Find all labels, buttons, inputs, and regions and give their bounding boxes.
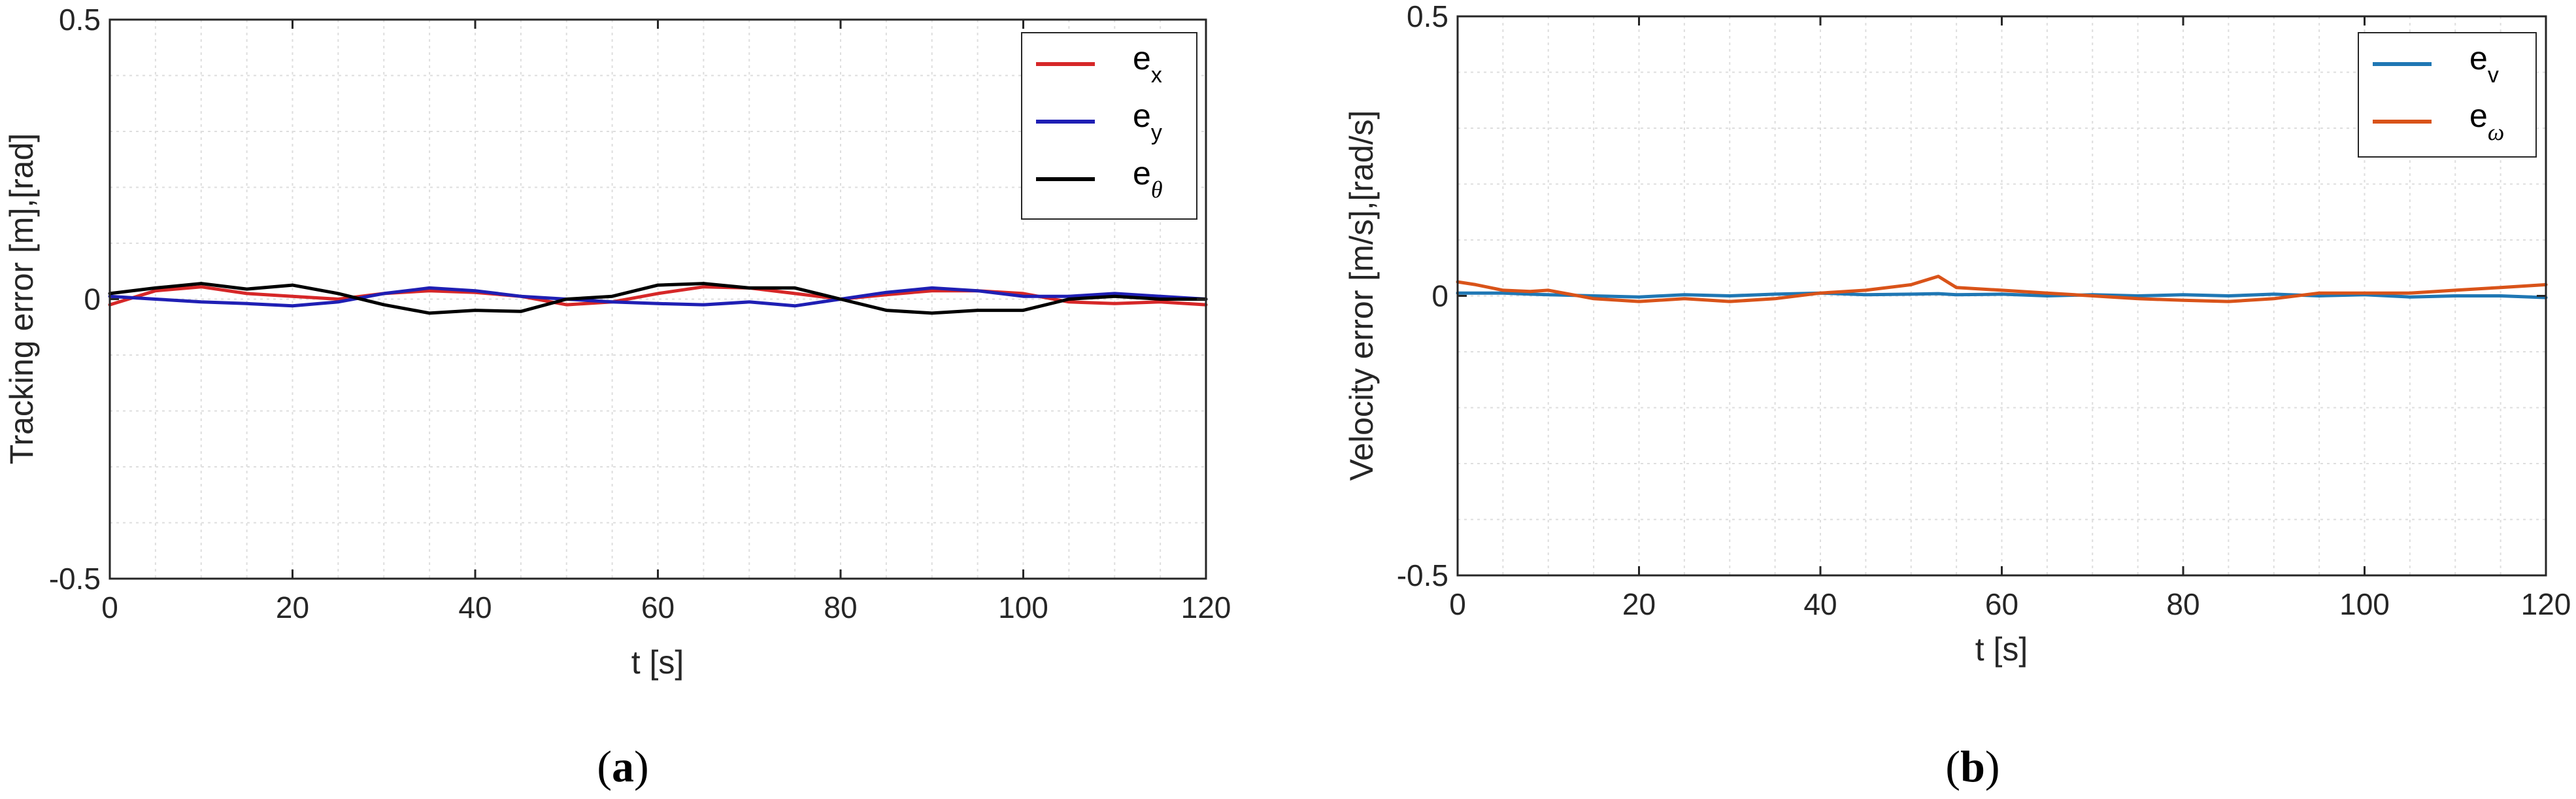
y-axis-label-b: Velocity error [m/s],[rad/s] [1343,110,1380,481]
legend-label-e-v: ev [2469,40,2499,88]
y-tick-label: -0.5 [49,562,101,596]
series-line-e-theta [108,282,1208,315]
series-line-e-y [108,286,1208,308]
y-tick-label: 0 [84,282,101,316]
x-tick-label: 100 [998,590,1048,624]
x-tick-label: 80 [2166,587,2200,621]
caption-open-b: ( [1945,741,1960,791]
x-tick-label: 40 [458,590,492,624]
caption-open-a: ( [597,741,612,791]
y-tick-label: 0.5 [1407,0,1448,33]
grid-a [109,19,1207,579]
x-tick-label: 120 [1181,590,1231,624]
x-tick-label: 40 [1803,587,1837,621]
ticks-b: 0 20 40 60 80 100 120-0.500.5 [1397,0,2571,621]
caption-close-a: ) [634,741,649,791]
y-tick-label: -0.5 [1397,558,1448,592]
x-tick-label: 80 [824,590,857,624]
chart-panel-a: 0 20 40 60 80 100 120-0.500.5 t [s] Tracking e… [3,3,1231,791]
legend-label-e-y: ey [1133,97,1162,145]
x-tick-label: 20 [1622,587,1656,621]
series-line-e-omega [1456,275,2548,303]
ticks-a: 0 20 40 60 80 100 120-0.500.5 [49,3,1231,624]
y-tick-label: 0.5 [59,3,101,37]
x-tick-label: 0 [1449,587,1466,621]
x-tick-label: 60 [1985,587,2018,621]
panel-caption-a: (a) [597,741,648,791]
x-axis-label-a: t [s] [631,644,684,681]
legend-box [1021,32,1197,220]
y-tick-label: 0 [1431,279,1448,313]
x-tick-label: 120 [2521,587,2571,621]
legend-a: ex ey eθ [1021,32,1197,220]
series-a [108,282,1208,315]
y-axis-label-a: Tracking error [m],[rad] [3,133,40,465]
legend-b: ev eω [2358,32,2537,158]
x-tick-label: 60 [641,590,675,624]
x-tick-label: 20 [276,590,309,624]
series-line-e-x [108,285,1208,307]
legend-label-e-x: ex [1133,40,1162,88]
legend-box [2358,32,2537,158]
series-b [1456,275,2548,303]
x-axis-label-b: t [s] [1975,631,2028,668]
legend-label-e-theta: eθ [1133,155,1163,203]
x-tick-label: 100 [2339,587,2390,621]
caption-letter-b: b [1960,741,1985,791]
caption-letter-a: a [612,741,634,791]
x-tick-label: 0 [101,590,118,624]
caption-close-b: ) [1985,741,2000,791]
chart-panel-b: 0 20 40 60 80 100 120-0.500.5 t [s] Velocity e… [1343,0,2571,791]
panel-caption-b: (b) [1945,741,1999,791]
legend-label-e-omega: eω [2469,97,2504,145]
